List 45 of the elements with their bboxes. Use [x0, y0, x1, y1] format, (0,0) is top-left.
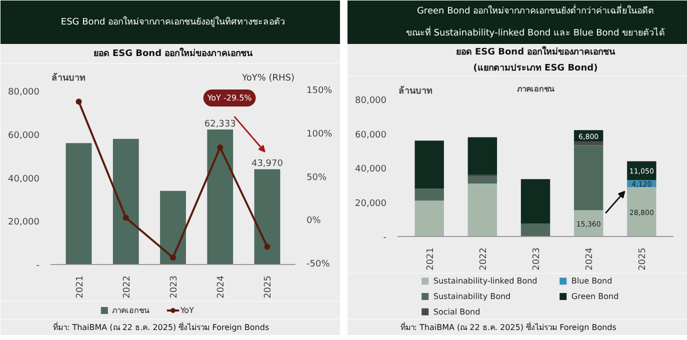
x-tick-label: 2022 [478, 248, 489, 270]
annotation: ภาคเอกชน [517, 84, 555, 94]
y2-axis-title: YoY% (RHS) [241, 74, 295, 84]
y2-tick-label: -50% [306, 260, 330, 270]
y-tick-label: 20,000 [355, 198, 387, 209]
y-tick-label: 80,000 [355, 96, 387, 106]
y2-tick-label: 150% [306, 86, 333, 96]
y-axis-title: ล้านบาท [52, 72, 86, 84]
y-tick-label: - [36, 261, 40, 271]
legend-label: Blue Bond [571, 276, 612, 286]
chart-subtitle: ยอด ESG Bond ออกใหม่ของภาคเอกชน (แยกตามประเภท ESG Bond) [456, 46, 616, 74]
legend-label: ภาคเอกชน [112, 306, 150, 315]
chart-title: Green Bond ออกใหม่จากภาคเอกชนยังต่ำกว่าค่าเฉลี่ยในอดีต ขณะที่ Sustainability-linked Bond และ Blue Bond ขยายตัวได้ [406, 6, 666, 38]
y-tick-label: 60,000 [355, 130, 387, 140]
y-tick-label: 60,000 [8, 131, 40, 141]
annotation: YoY -29.5% [206, 94, 252, 102]
legend-label: YoY [179, 306, 194, 315]
y-tick-label: 80,000 [8, 88, 40, 98]
y-tick-label: 20,000 [8, 218, 40, 228]
y2-tick-label: 50% [306, 172, 327, 183]
y-tick-label: 40,000 [355, 164, 387, 175]
x-tick-label: 2021 [426, 248, 436, 270]
chart-title: ESG Bond ออกใหม่จากภาคเอกชนยังอยู่ในทิศทางชะลอตัว [60, 16, 286, 28]
y2-tick-label: 0% [306, 216, 322, 226]
y-axis-title: ล้านบาท [398, 86, 432, 96]
legend-label: Social Bond [433, 307, 480, 316]
x-tick-label: 2022 [122, 276, 132, 298]
text: ที่มา: ThaiBMA (ณ 22 ธ.ค. 2025) ซึ่งไม่รวม Foreign Bonds [52, 321, 270, 332]
data-label: 43,970 [251, 159, 284, 170]
x-tick-label: 2025 [638, 248, 648, 270]
text: ที่มา: ThaiBMA (ณ 22 ธ.ค. 2025) ซึ่งไม่รวม Foreign Bonds [400, 321, 616, 332]
data-label: 62,333 [204, 119, 236, 130]
x-tick-label: 2023 [532, 248, 542, 270]
y-tick-label: 40,000 [8, 174, 40, 184]
x-tick-label: 2021 [75, 276, 86, 298]
y2-tick-label: 100% [306, 130, 333, 140]
y-tick-label: - [383, 233, 386, 243]
x-tick-label: 2025 [264, 276, 274, 298]
legend-label: Sustainability-linked Bond [433, 276, 538, 286]
x-tick-label: 2024 [216, 275, 227, 298]
chart-subtitle: ยอด ESG Bond ออกใหม่ของภาคเอกชน [93, 47, 254, 59]
x-tick-label: 2024 [585, 247, 596, 270]
legend-label: Sustainability Bond [433, 292, 511, 301]
x-tick-label: 2023 [170, 276, 180, 298]
legend-label: Green Bond [571, 292, 619, 301]
